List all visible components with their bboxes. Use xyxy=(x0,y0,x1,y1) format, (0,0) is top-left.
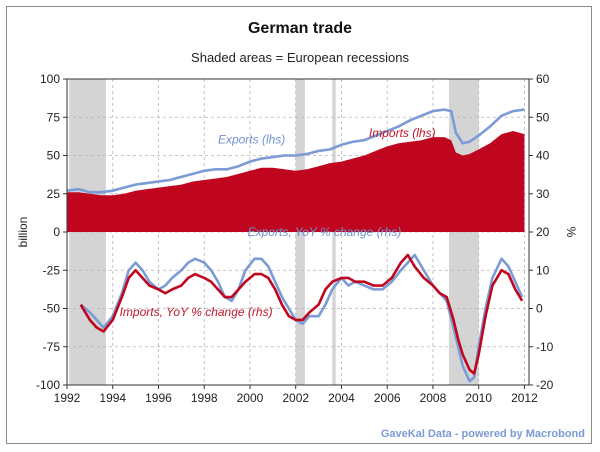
tick-label-x: 2012 xyxy=(511,391,538,405)
source-credit: GaveKal Data - powered by Macrobond xyxy=(381,428,585,440)
tick-label-x: 2006 xyxy=(374,391,401,405)
annotation-exports-yoy: Exports, YoY % change (rhs) xyxy=(248,225,402,239)
y-axis-left-label: billion xyxy=(16,217,30,248)
annotation-imports-yoy: Imports, YoY % change (rhs) xyxy=(120,305,273,319)
tick-label-left: -100 xyxy=(36,378,60,392)
series-imports-lhs-area xyxy=(67,131,525,232)
tick-label-right: -10 xyxy=(536,340,554,354)
tick-label-x: 2004 xyxy=(328,391,355,405)
tick-label-left: 0 xyxy=(53,225,60,239)
tick-label-left: 100 xyxy=(40,72,60,86)
tick-label-x: 2010 xyxy=(465,391,492,405)
tick-label-right: 60 xyxy=(536,72,550,86)
chart: German trade Shaded areas = European rec… xyxy=(16,20,585,440)
annotation-exports-lhs: Exports (lhs) xyxy=(218,132,285,146)
series-layer xyxy=(66,108,525,383)
series-exports-lhs-line xyxy=(66,108,525,194)
tick-label-right: 50 xyxy=(536,110,550,124)
tick-label-left: 25 xyxy=(47,187,61,201)
series-imports-yoy-line xyxy=(79,253,524,375)
tick-label-left: -25 xyxy=(43,263,61,277)
tick-label-x: 2002 xyxy=(282,391,309,405)
tick-label-right: 10 xyxy=(536,263,550,277)
tick-label-right: 0 xyxy=(536,302,543,316)
tick-label-right: 40 xyxy=(536,149,550,163)
chart-frame: German trade Shaded areas = European rec… xyxy=(6,6,592,444)
tick-label-right: -20 xyxy=(536,378,554,392)
tick-label-left: -50 xyxy=(43,302,61,316)
tick-label-x: 1992 xyxy=(54,391,81,405)
tick-label-x: 2008 xyxy=(420,391,447,405)
tick-label-left: 75 xyxy=(47,110,61,124)
tick-label-x: 1994 xyxy=(99,391,126,405)
tick-label-x: 1998 xyxy=(191,391,218,405)
tick-label-right: 20 xyxy=(536,225,550,239)
tick-label-x: 1996 xyxy=(145,391,172,405)
y-axis-right-label: % xyxy=(564,227,578,238)
tick-label-right: 30 xyxy=(536,187,550,201)
tick-label-x: 2000 xyxy=(237,391,264,405)
chart-subtitle: Shaded areas = European recessions xyxy=(191,50,409,65)
annotation-imports-lhs: Imports (lhs) xyxy=(369,126,436,140)
chart-title: German trade xyxy=(248,20,352,37)
tick-labels: 1007550250-25-50-75-1006050403020100-10-… xyxy=(36,72,554,405)
tick-label-left: -75 xyxy=(43,340,61,354)
tick-label-left: 50 xyxy=(47,149,61,163)
